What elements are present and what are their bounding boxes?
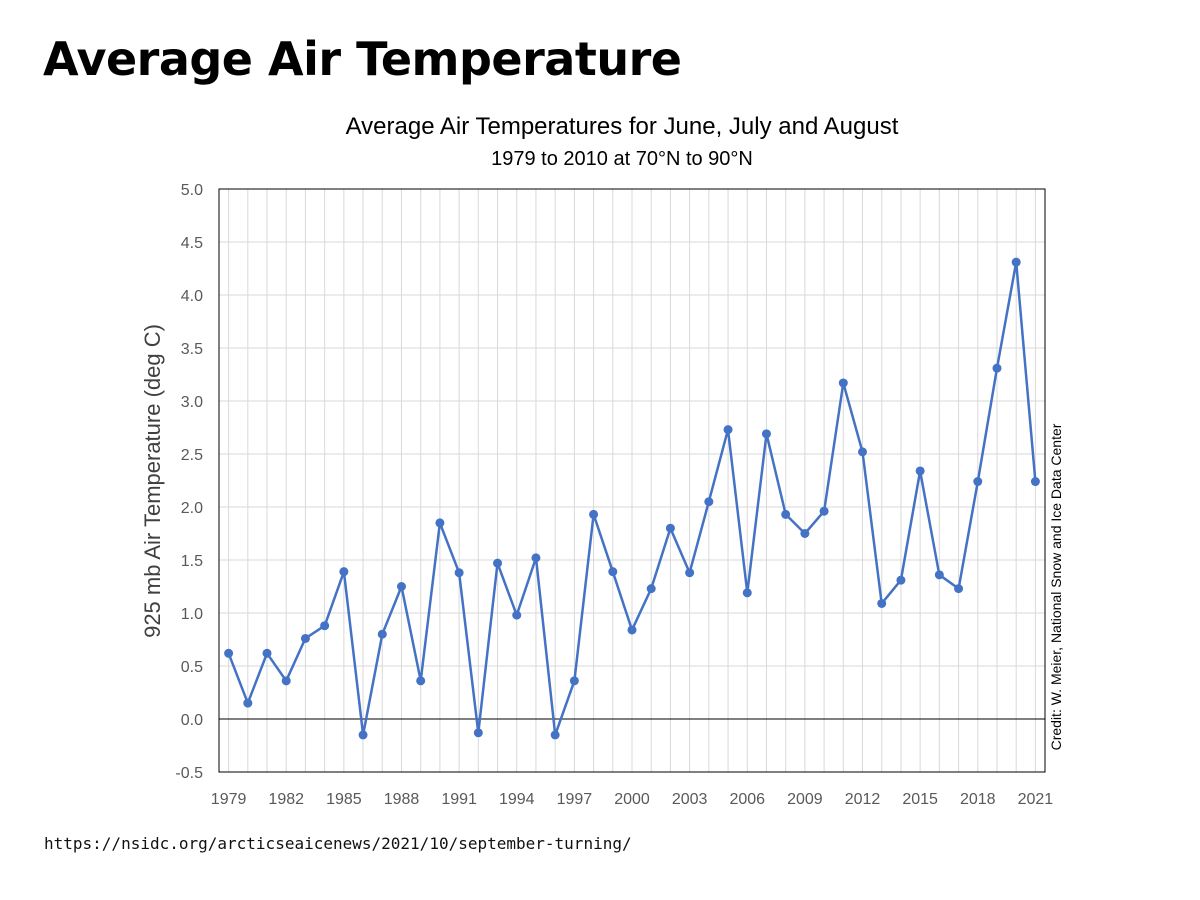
x-tick-label: 1997 [557, 791, 593, 808]
data-point [396, 582, 406, 591]
y-tick-label: -0.5 [175, 765, 203, 782]
slide-title: Average Air Temperature [43, 32, 682, 86]
data-point [339, 567, 349, 577]
y-axis-label: 925 mb Air Temperature (deg C) [140, 324, 165, 638]
data-point [512, 610, 522, 620]
data-point [915, 466, 925, 476]
y-tick-label: 0.0 [181, 712, 203, 729]
credit-label: Credit: W. Meier, National Snow and Ice … [1048, 423, 1064, 750]
x-tick-label: 2009 [787, 791, 823, 808]
y-tick-label: 1.5 [181, 553, 203, 570]
y-tick-label: 3.5 [181, 341, 203, 358]
data-point [704, 497, 714, 507]
data-point [877, 598, 887, 608]
data-point [858, 447, 868, 457]
data-point [1030, 477, 1040, 487]
data-point [224, 648, 234, 658]
data-point [723, 425, 733, 435]
x-tick-label: 2015 [902, 791, 938, 808]
y-tick-label: 2.5 [181, 447, 203, 464]
x-tick-label: 2021 [1018, 791, 1054, 808]
x-tick-label: 1985 [326, 791, 362, 808]
series-group [224, 257, 1040, 740]
y-axis: -0.5 0.0 0.5 1.0 1.5 2.0 2.5 3.0 3.5 4.0 4.5 5.0 [175, 182, 203, 782]
y-tick-label: 2.0 [181, 500, 203, 517]
data-point [992, 363, 1002, 373]
data-point [454, 568, 464, 578]
plot-border [218, 188, 1046, 773]
data-point [646, 584, 656, 594]
data-point [896, 575, 906, 585]
data-point [435, 518, 445, 528]
x-tick-label: 1991 [441, 791, 477, 808]
data-point [377, 629, 387, 639]
y-tick-label: 4.0 [181, 288, 203, 305]
y-tick-label: 1.0 [181, 606, 203, 623]
data-point [954, 584, 964, 594]
data-point [742, 588, 752, 598]
x-tick-label: 1982 [268, 791, 304, 808]
data-point [569, 676, 579, 686]
y-tick-label: 3.0 [181, 394, 203, 411]
plot-frame [218, 188, 1046, 773]
data-point [608, 567, 618, 577]
data-point [1011, 257, 1021, 267]
data-point [473, 728, 483, 738]
data-point [934, 570, 944, 580]
data-point [416, 676, 426, 686]
x-axis: 1979 1982 1985 1988 1991 1994 1997 2000 2003 2006… [211, 791, 1053, 808]
data-point [838, 378, 848, 388]
data-point [243, 698, 253, 708]
data-point [300, 633, 310, 643]
x-tick-label: 2006 [729, 791, 765, 808]
x-tick-label: 1988 [384, 791, 420, 808]
data-point [781, 509, 791, 519]
x-tick-label: 1994 [499, 791, 535, 808]
data-point [685, 568, 695, 578]
data-point [531, 553, 541, 563]
x-tick-label: 2003 [672, 791, 708, 808]
data-point [761, 429, 771, 439]
data-point [281, 676, 291, 686]
x-tick-label: 2000 [614, 791, 650, 808]
data-point [819, 506, 829, 516]
x-tick-label: 2012 [845, 791, 881, 808]
data-point [262, 648, 272, 658]
data-point [665, 523, 675, 533]
data-point [800, 529, 810, 538]
data-point [358, 730, 368, 740]
data-point [550, 730, 560, 740]
data-point [627, 625, 637, 635]
chart-subtitle: 1979 to 2010 at 70°N to 90°N [491, 148, 753, 170]
y-tick-label: 0.5 [181, 659, 203, 676]
y-tick-label: 4.5 [181, 235, 203, 252]
source-link[interactable]: https://nsidc.org/arcticseaicenews/2021/… [44, 834, 632, 853]
data-point [973, 477, 983, 487]
data-point [493, 558, 503, 568]
data-point [589, 509, 599, 519]
x-tick-label: 2018 [960, 791, 996, 808]
chart-title: Average Air Temperatures for June, July … [346, 113, 899, 140]
x-tick-label: 1979 [211, 791, 247, 808]
y-tick-label: 5.0 [181, 182, 203, 199]
data-point [320, 621, 330, 631]
